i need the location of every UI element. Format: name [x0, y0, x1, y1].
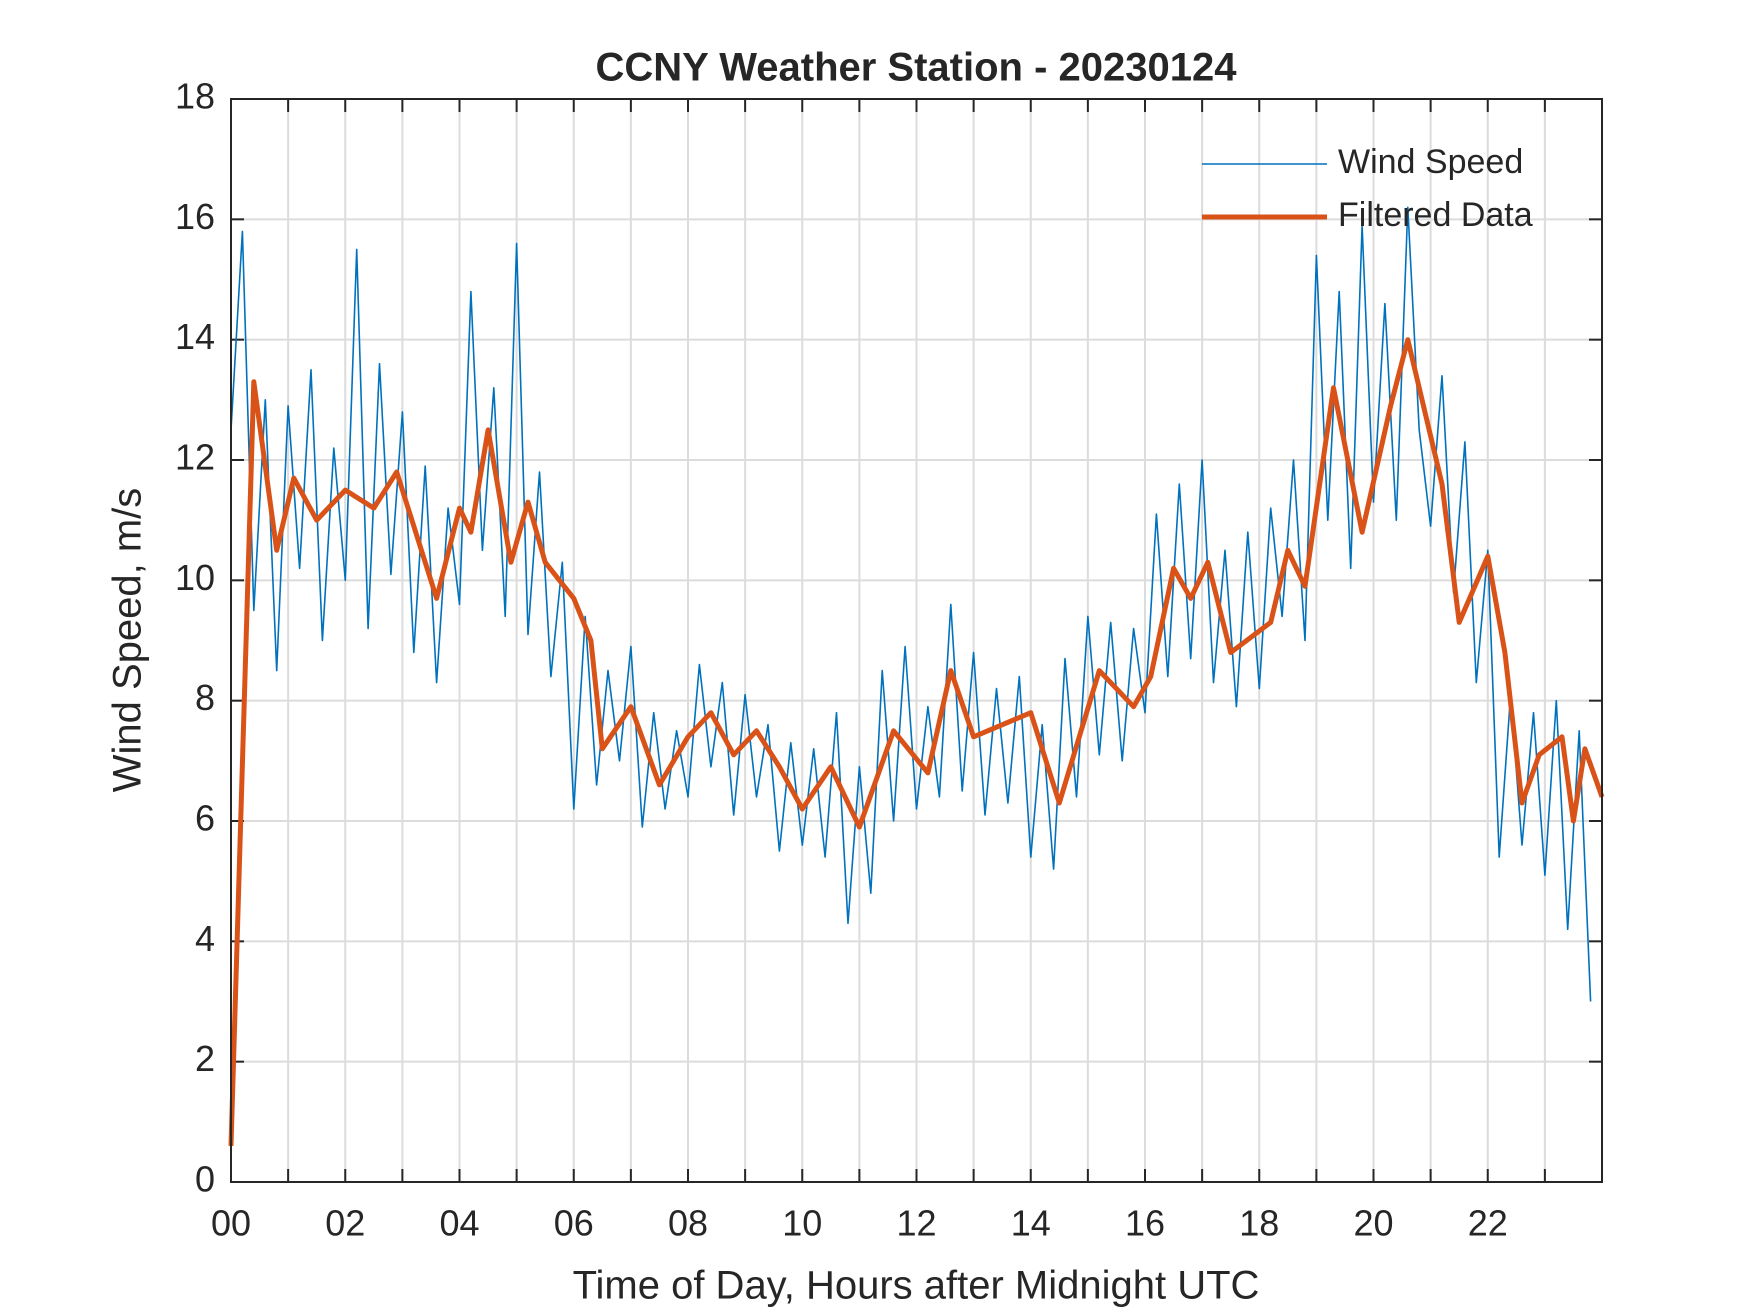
x-tick-label: 02 [325, 1203, 365, 1244]
y-axis-label: Wind Speed, m/s [106, 488, 150, 793]
legend-label: Wind Speed [1338, 143, 1523, 181]
y-tick-label: 16 [175, 196, 215, 237]
y-tick-label: 2 [195, 1038, 215, 1079]
x-tick-label: 08 [668, 1203, 708, 1244]
x-tick-label: 20 [1353, 1203, 1393, 1244]
axes-box [230, 98, 1603, 1183]
x-tick-label: 06 [554, 1203, 594, 1244]
x-tick-label: 12 [896, 1203, 936, 1244]
x-tick-label: 00 [211, 1203, 251, 1244]
y-tick-label: 0 [195, 1159, 215, 1200]
x-tick-label: 18 [1239, 1203, 1279, 1244]
chart-title: CCNY Weather Station - 20230124 [596, 46, 1238, 90]
x-tick-label: 16 [1125, 1203, 1165, 1244]
y-tick-label: 10 [175, 557, 215, 598]
x-tick-label: 10 [782, 1203, 822, 1244]
y-tick-label: 6 [195, 798, 215, 839]
x-axis-label: Time of Day, Hours after Midnight UTC [573, 1264, 1260, 1308]
data-line [228, 337, 1605, 1146]
y-tick-label: 14 [175, 316, 215, 357]
x-tick-label: 04 [439, 1203, 479, 1244]
y-tick-label: 8 [195, 677, 215, 718]
y-tick-label: 12 [175, 437, 215, 478]
y-tick-label: 4 [195, 918, 215, 959]
x-tick-label: 22 [1468, 1203, 1508, 1244]
x-tick-label: 14 [1011, 1203, 1051, 1244]
legend-label: Filtered Data [1338, 196, 1533, 234]
y-tick-label: 18 [175, 76, 215, 117]
data-line [230, 206, 1592, 1002]
